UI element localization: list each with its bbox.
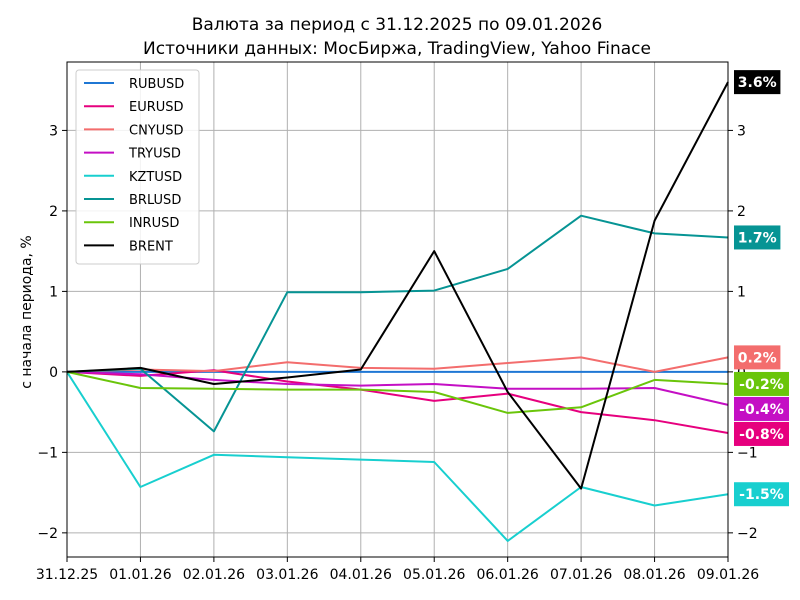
y-tick-label-right: −2 [737,526,758,542]
legend-label-rubusd: RUBUSD [129,77,184,92]
y-tick-label-right: 3 [737,123,746,139]
plot-frame [66,61,729,558]
y-tick-label-left: 2 [49,204,58,220]
x-tick-label: 05.01.26 [403,567,465,583]
y-tick-label-left: 1 [49,284,58,300]
series-line-inrusd [66,370,729,414]
series-line-cnyusd [66,356,729,373]
x-tick-label: 04.01.26 [330,567,392,583]
legend: RUBUSD EURUSD CNYUSD TRYUSD KZTUSD BRLUSD INRU… [75,69,200,265]
end-label-cnyusd: 0.2% [738,350,777,366]
end-label-box-inrusd [734,371,789,396]
end-label-box-brent [734,70,781,95]
end-label-inrusd: -0.2% [739,377,784,393]
end-label-tryusd: -0.4% [739,402,784,418]
series-line-brlusd [66,214,729,433]
end-label-box-tryusd [734,396,789,421]
y-tick-label-left: −1 [37,445,58,461]
x-tick-label: 09.01.26 [697,567,759,583]
y-tick-label-right: −1 [737,445,758,461]
end-label-box-cnyusd [734,345,781,370]
series-layer [66,81,729,542]
x-tick-label: 03.01.26 [256,567,318,583]
end-label-brlusd: 1.7% [738,230,777,246]
x-tick-label: 02.01.26 [183,567,245,583]
end-label-eurusd: -0.8% [739,427,784,443]
x-tick-label: 31.12.25 [36,567,98,583]
x-tick-label: 08.01.26 [623,567,685,583]
y-tick-label-left: 0 [49,365,58,381]
x-tick-label: 01.01.26 [109,567,171,583]
legend-label-cnyusd: CNYUSD [129,123,184,138]
legend-label-brent: BRENT [129,239,173,254]
legend-label-inrusd: INRUSD [129,216,179,231]
series-line-tryusd [66,370,729,406]
series-line-kztusd [66,371,729,542]
end-label-box-kztusd [734,482,789,507]
y-axis-label: с начала периода, % [19,235,35,389]
legend-label-kztusd: KZTUSD [129,170,182,185]
end-label-box-eurusd [734,421,789,446]
series-line-eurusd [66,369,729,434]
end-label-brent: 3.6% [738,75,777,91]
y-tick-label-right: 1 [737,284,746,300]
legend-label-tryusd: TRYUSD [128,147,181,162]
end-label-box-brlusd [734,225,781,250]
end-label-kztusd: -1.5% [739,487,784,503]
series-line-brent [66,81,729,490]
x-tick-label: 07.01.26 [550,567,612,583]
chart-subtitle: Источники данных: МосБиржа, TradingView,… [143,39,651,59]
y-tick-label-left: 3 [49,123,58,139]
x-tick-label: 06.01.26 [476,567,538,583]
y-tick-label-left: −2 [37,526,58,542]
legend-box [75,69,200,265]
legend-label-brlusd: BRLUSD [129,193,181,208]
end-labels: 3.6% 1.7% 0.2% -0.2% -0.4% -0.8% -1.5% [734,70,789,507]
chart-title: Валюта за период с 31.12.2025 по 09.01.2… [192,15,603,35]
axis-ticks: 31.12.25 01.01.26 02.01.26 03.01.26 04.01.26… [36,123,759,583]
legend-label-eurusd: EURUSD [129,100,184,115]
y-tick-label-right: 2 [737,204,746,220]
